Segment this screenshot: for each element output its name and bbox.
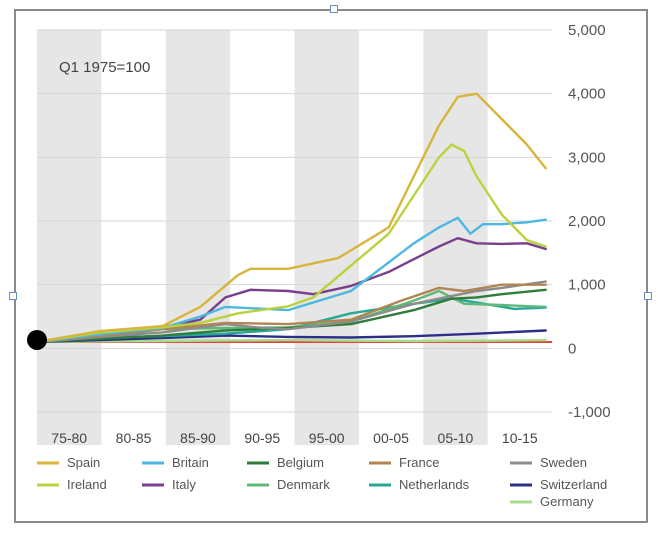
series-line-germany <box>35 338 547 344</box>
series-line-britain <box>35 216 547 344</box>
legend-label-netherlands: Netherlands <box>399 477 470 492</box>
series-line-italy <box>35 237 547 344</box>
origin-marker <box>27 329 47 350</box>
period-band <box>37 30 102 445</box>
x-tick-label: 85-90 <box>180 430 216 446</box>
x-tick-label: 90-95 <box>244 430 280 446</box>
legend-label-spain: Spain <box>67 455 100 470</box>
period-band <box>423 30 488 445</box>
x-tick-label: 05-10 <box>438 430 474 446</box>
legend-label-italy: Italy <box>172 477 196 492</box>
legend-label-france: France <box>399 455 439 470</box>
y-axis-labels: 5,000 4,000 3,000 2,000 1,000 0 -1,000 <box>568 22 611 421</box>
series-lines <box>35 92 547 344</box>
y-tick-label: -1,000 <box>568 404 611 421</box>
resize-handle-left[interactable] <box>9 292 17 300</box>
legend-label-germany: Germany <box>540 494 594 509</box>
period-bands <box>37 30 552 445</box>
x-tick-label: 00-05 <box>373 430 409 446</box>
legend-label-denmark: Denmark <box>277 477 330 492</box>
y-tick-label: 0 <box>568 340 576 357</box>
series-line-france <box>35 283 547 344</box>
resize-handle-top[interactable] <box>330 5 338 13</box>
y-tick-label: 1,000 <box>568 277 606 294</box>
legend: Spain Britain Belgium France Sweden Ireland It… <box>37 455 607 509</box>
chart-note: Q1 1975=100 <box>59 59 150 76</box>
series-line-switzerland <box>35 329 547 344</box>
y-tick-label: 5,000 <box>568 22 606 39</box>
x-axis-labels: 75-80 80-85 85-90 90-95 95-00 00-05 05-10 10-15 <box>51 430 538 446</box>
series-line-belgium <box>35 288 547 344</box>
y-tick-label: 2,000 <box>568 213 606 230</box>
series-line-spain <box>35 92 547 344</box>
legend-label-belgium: Belgium <box>277 455 324 470</box>
period-band <box>165 30 231 445</box>
series-line-ireland <box>35 143 547 344</box>
series-line-sweden <box>35 280 547 344</box>
resize-handle-right[interactable] <box>644 292 652 300</box>
legend-label-britain: Britain <box>172 455 209 470</box>
y-tick-label: 3,000 <box>568 149 606 166</box>
x-tick-label: 75-80 <box>51 430 87 446</box>
legend-label-ireland: Ireland <box>67 477 107 492</box>
x-tick-label: 10-15 <box>502 430 538 446</box>
y-tick-label: 4,000 <box>568 86 606 103</box>
legend-label-sweden: Sweden <box>540 455 587 470</box>
x-tick-label: 95-00 <box>309 430 345 446</box>
period-band <box>294 30 359 445</box>
legend-label-switzerland: Switzerland <box>540 477 607 492</box>
x-tick-label: 80-85 <box>116 430 152 446</box>
